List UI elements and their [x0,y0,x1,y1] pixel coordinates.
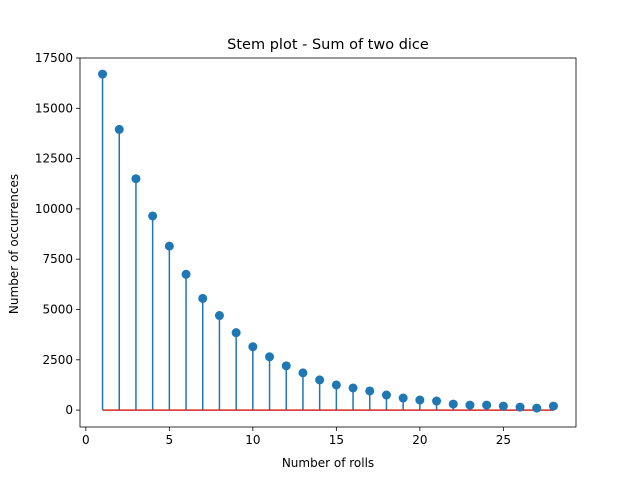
data-point [98,69,108,79]
data-point [532,403,542,413]
y-axis-label: Number of occurrences [7,174,21,314]
y-tick-label: 10000 [35,202,73,216]
data-point [498,401,508,411]
data-point [548,401,558,411]
y-tick-label: 2500 [42,353,73,367]
x-axis-ticks: 0 5 10 15 20 25 [82,427,511,447]
data-point [281,361,291,371]
data-point [331,380,341,390]
data-point [515,402,525,412]
x-tick-label: 0 [82,433,90,447]
y-tick-label: 7500 [42,252,73,266]
chart-title: Stem plot - Sum of two dice [227,37,429,53]
x-tick-label: 25 [496,433,511,447]
data-point [131,174,141,184]
x-axis-label: Number of rolls [282,456,374,470]
data-point [298,368,308,378]
data-point [381,390,391,400]
x-tick-label: 5 [166,433,174,447]
data-point [198,293,208,303]
y-axis-ticks: 0 2500 5000 7500 10000 12500 15000 17500 [35,51,80,417]
y-tick-label: 5000 [42,302,73,316]
y-tick-label: 0 [65,403,73,417]
markers [98,69,558,413]
data-point [465,400,475,410]
data-point [315,375,325,385]
data-point [265,352,275,362]
data-point [348,383,358,393]
data-point [164,241,174,251]
data-point [415,395,425,405]
stems [101,74,555,411]
y-tick-label: 15000 [35,101,73,115]
y-tick-label: 17500 [35,51,73,65]
data-point [398,393,408,403]
data-point [214,311,224,321]
data-point [482,400,492,410]
x-tick-label: 10 [245,433,260,447]
y-tick-label: 12500 [35,152,73,166]
data-point [432,396,442,406]
data-point [181,269,191,279]
plot-area [79,57,577,428]
data-point [448,399,458,409]
data-point [231,328,241,338]
x-tick-label: 20 [412,433,427,447]
data-point [248,342,258,352]
data-point [365,386,375,396]
axes-frame [79,57,577,428]
x-tick-label: 15 [329,433,344,447]
data-point [114,124,124,134]
data-point [148,211,158,221]
